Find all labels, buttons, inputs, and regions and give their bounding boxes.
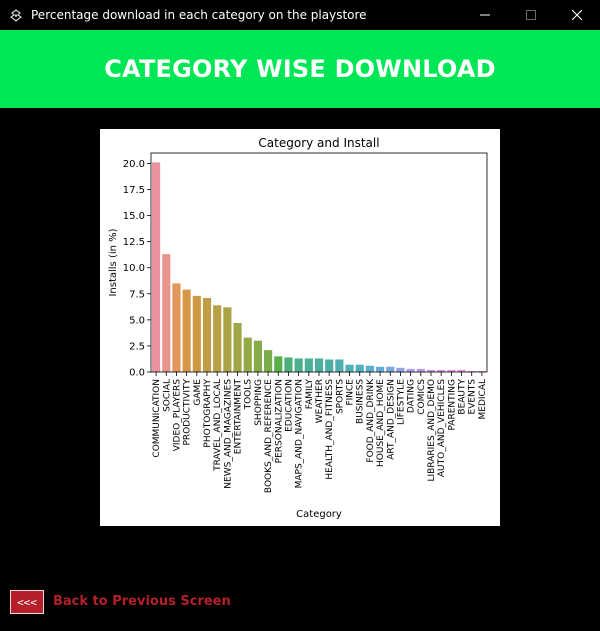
category-install-chart: Category and Install 0.0 2.5 5.0 7.5 10.0 12.5… — [108, 136, 488, 520]
y-tick-label: 15.0 — [123, 211, 145, 222]
bar-social — [162, 254, 171, 372]
bar-shopping — [253, 340, 262, 372]
bar-education — [284, 357, 293, 372]
bar-productivity — [182, 289, 191, 372]
x-tick-label: PARENTING — [447, 379, 457, 431]
bar-tools — [243, 337, 252, 372]
x-tick-label: TOOLS — [244, 379, 254, 411]
x-tick-label: DATING — [407, 379, 417, 413]
bar-medical — [477, 370, 486, 372]
x-tick-label: GAME — [193, 379, 203, 406]
bar-photography — [202, 297, 212, 372]
x-tick-label: PERSONALIZATION — [274, 379, 284, 463]
bar-sports — [335, 359, 344, 372]
bar-news-and-magazines — [223, 307, 232, 372]
bar-video-players — [172, 283, 181, 372]
bar-lifestyle — [396, 367, 405, 372]
x-tick-label: BEAUTY — [458, 379, 468, 415]
x-tick-label: BOOKS_AND_REFERENCE — [264, 379, 274, 493]
y-tick-label: 20.0 — [123, 159, 145, 170]
plot-frame — [150, 152, 488, 373]
bar-beauty — [457, 369, 466, 372]
y-tick-label: 7.5 — [129, 289, 145, 300]
back-to-previous-link[interactable]: Back to Previous Screen — [53, 594, 231, 609]
y-tick-label: 12.5 — [123, 237, 145, 248]
x-axis-label: Category — [296, 509, 342, 520]
title-bar: Percentage download in each category on … — [0, 0, 600, 30]
x-tick-label: SOCIAL — [162, 379, 172, 412]
window-title: Percentage download in each category on … — [31, 8, 367, 22]
chart-panel: Category and Install 0.0 2.5 5.0 7.5 10.0 12.5… — [100, 129, 500, 526]
x-tick-label: ENTERTAINMENT — [234, 379, 244, 455]
x-tick-label: EDUCATION — [284, 379, 294, 432]
bar-business — [355, 364, 364, 372]
x-tick-label: MAPS_AND_NAVIGATION — [295, 379, 305, 488]
bar-books-and-reference — [264, 350, 273, 372]
y-tick-label: 17.5 — [123, 185, 145, 196]
x-tick-label: NEWS_AND_MAGAZINES — [223, 379, 233, 489]
x-tick-label: WEATHER — [315, 379, 325, 423]
minimize-icon[interactable] — [462, 0, 508, 30]
x-tick-label: FOOD_AND_DRINK — [366, 378, 376, 463]
bar-game — [192, 295, 201, 372]
x-tick-label: MEDICAL — [478, 379, 488, 420]
x-tick-label: COMMUNICATION — [152, 379, 162, 458]
x-tick-label: COMICS — [417, 379, 427, 415]
bar-auto-and-vehicles — [437, 369, 446, 372]
close-icon[interactable] — [554, 0, 600, 30]
bar-fince — [345, 364, 354, 372]
bar-art-and-design — [386, 366, 395, 372]
bar-house-and-home — [376, 366, 385, 372]
y-tick-label: 5.0 — [129, 315, 145, 326]
y-tick-label: 0.0 — [129, 368, 145, 379]
x-tick-label: EVENTS — [468, 379, 478, 415]
x-tick-label: TRAVEL_AND_LOCAL — [213, 379, 223, 472]
bar-weather — [314, 358, 324, 372]
bar-events — [467, 370, 476, 372]
x-tick-label: LIBRARIES_AND_DEMO — [427, 379, 437, 481]
x-tick-label: SPORTS — [335, 379, 345, 414]
x-tick-label: HEALTH_AND_FITNESS — [325, 379, 335, 480]
x-tick-label: BUSINESS — [356, 379, 366, 424]
x-tick-label: LIFESTYLE — [396, 379, 406, 425]
bar-food-and-drink — [365, 365, 374, 372]
x-tick-label: FINCE — [346, 379, 356, 406]
x-tick-label: HOUSE_AND_HOME — [376, 379, 386, 467]
chart-title: Category and Install — [258, 136, 379, 150]
x-tick-label: ART_AND_DESIGN — [386, 379, 396, 460]
maximize-icon[interactable] — [508, 0, 554, 30]
y-tick-label: 10.0 — [123, 263, 145, 274]
bar-maps-and-navigation — [294, 358, 303, 372]
back-button[interactable]: <<< — [10, 590, 44, 614]
bar-dating — [406, 368, 415, 372]
bar-family — [304, 358, 313, 372]
page-header: CATEGORY WISE DOWNLOAD — [0, 30, 600, 108]
bar-libraries-and-demo — [426, 369, 436, 372]
y-axis-label: Installs (in %) — [108, 228, 119, 296]
bar-communication — [152, 162, 161, 372]
x-tick-label: SHOPPING — [254, 379, 264, 426]
x-tick-label: FAMILY — [305, 379, 315, 410]
bar-personalization — [274, 356, 283, 372]
feather-icon — [9, 8, 23, 22]
page-title: CATEGORY WISE DOWNLOAD — [104, 55, 496, 83]
bar-comics — [416, 368, 425, 372]
x-tick-label: PRODUCTIVITY — [183, 379, 193, 446]
bar-travel-and-local — [213, 305, 222, 372]
y-tick-label: 2.5 — [129, 341, 145, 352]
x-tick-label: PHOTOGRAPHY — [203, 379, 213, 448]
bar-health-and-fitness — [325, 359, 334, 372]
bar-parenting — [447, 369, 456, 372]
x-tick-label: AUTO_AND_VEHICLES — [437, 379, 447, 477]
x-tick-label: VIDEO_PLAYERS — [172, 379, 182, 452]
bar-entertainment — [233, 322, 242, 372]
